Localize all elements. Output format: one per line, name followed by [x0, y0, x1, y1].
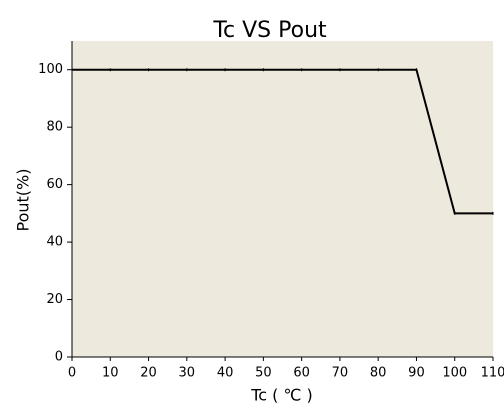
y-tick-label: 40: [46, 235, 63, 250]
x-tick-label: 20: [140, 366, 157, 381]
y-tick-label: 20: [46, 292, 63, 307]
x-tick-label: 40: [217, 366, 234, 381]
y-tick-label: 60: [46, 177, 63, 192]
x-tick-label: 0: [68, 366, 76, 381]
x-axis-label: Tc ( ℃ ): [250, 386, 313, 405]
x-tick-label: 110: [481, 366, 504, 381]
x-tick-label: 70: [332, 366, 349, 381]
chart-title: Tc VS Pout: [212, 18, 327, 43]
x-tick-label: 50: [255, 366, 272, 381]
y-tick-label: 0: [55, 350, 63, 365]
x-tick-label: 30: [179, 366, 196, 381]
x-tick-label: 60: [293, 366, 310, 381]
x-tick-label: 90: [408, 366, 425, 381]
plot-area: [72, 41, 493, 357]
y-axis-label: Pout(%): [14, 169, 33, 232]
x-tick-label: 10: [102, 366, 119, 381]
x-tick-label: 100: [442, 366, 467, 381]
line-series: [72, 68, 493, 215]
y-tick-label: 100: [38, 62, 63, 77]
y-tick-label: 80: [46, 120, 63, 135]
x-tick-label: 80: [370, 366, 387, 381]
